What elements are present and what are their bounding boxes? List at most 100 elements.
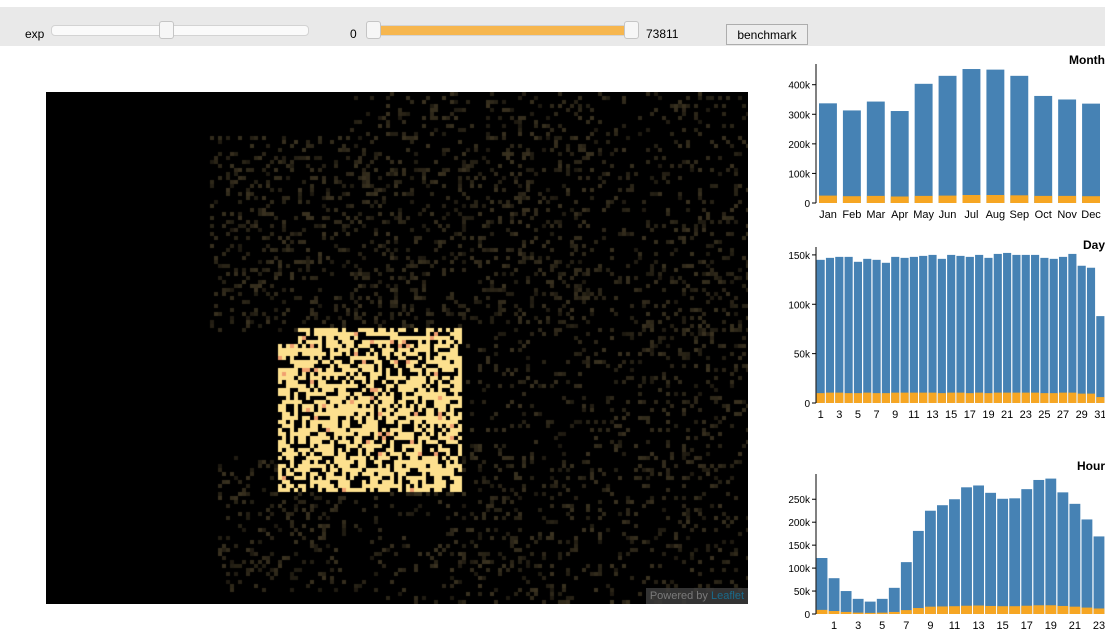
bar-selected[interactable] <box>1045 605 1057 614</box>
bar-total[interactable] <box>949 499 960 614</box>
map-view[interactable]: Powered by Leaflet <box>46 92 748 604</box>
range-slider-min-handle[interactable] <box>366 21 381 39</box>
bar-total[interactable] <box>919 255 928 403</box>
bar-total[interactable] <box>937 505 948 614</box>
bar-selected[interactable] <box>1058 392 1068 403</box>
bar-total[interactable] <box>888 587 900 614</box>
bar-selected[interactable] <box>1033 605 1045 614</box>
bar-selected[interactable] <box>900 392 909 403</box>
bar-total[interactable] <box>986 69 1005 204</box>
bar-selected[interactable] <box>853 393 863 403</box>
bar-selected[interactable] <box>819 195 837 203</box>
bar-selected[interactable] <box>1069 606 1081 614</box>
bar-total[interactable] <box>1058 99 1077 203</box>
bar-selected[interactable] <box>866 195 885 203</box>
bar-selected[interactable] <box>1086 393 1096 403</box>
bar-total[interactable] <box>1093 536 1105 614</box>
bar-selected[interactable] <box>947 392 956 403</box>
bar-total[interactable] <box>956 255 965 403</box>
bar-total[interactable] <box>1040 257 1049 403</box>
bar-total[interactable] <box>962 69 981 203</box>
bar-total[interactable] <box>909 256 918 403</box>
bar-total[interactable] <box>825 257 835 403</box>
bar-total[interactable] <box>1069 503 1081 614</box>
bar-selected[interactable] <box>914 195 933 203</box>
bar-selected[interactable] <box>937 606 948 614</box>
bar-total[interactable] <box>863 258 872 403</box>
bar-selected[interactable] <box>1096 397 1105 403</box>
bar-total[interactable] <box>965 256 974 403</box>
bar-total[interactable] <box>1049 258 1058 403</box>
bar-total[interactable] <box>1068 253 1077 403</box>
bar-total[interactable] <box>924 510 936 614</box>
bar-selected[interactable] <box>975 392 984 403</box>
bar-selected[interactable] <box>1049 393 1058 403</box>
bar-total[interactable] <box>973 485 984 614</box>
bar-total[interactable] <box>1057 492 1069 614</box>
bar-selected[interactable] <box>1009 606 1021 614</box>
bar-total[interactable] <box>816 558 828 614</box>
bar-total[interactable] <box>872 259 881 403</box>
bar-selected[interactable] <box>919 392 928 403</box>
bar-selected[interactable] <box>872 393 881 403</box>
bar-selected[interactable] <box>828 611 840 614</box>
bar-selected[interactable] <box>912 608 924 614</box>
bar-total[interactable] <box>881 262 890 403</box>
bar-selected[interactable] <box>835 392 844 403</box>
bar-selected[interactable] <box>900 610 912 614</box>
bar-selected[interactable] <box>1058 195 1077 203</box>
bar-selected[interactable] <box>962 195 981 203</box>
bar-selected[interactable] <box>891 392 900 403</box>
bar-total[interactable] <box>844 256 853 403</box>
bar-total[interactable] <box>816 259 825 403</box>
bar-total[interactable] <box>1034 95 1053 203</box>
bar-total[interactable] <box>997 498 1009 614</box>
exp-slider-handle[interactable] <box>159 21 175 39</box>
bar-total[interactable] <box>900 562 912 614</box>
bar-total[interactable] <box>1012 254 1021 403</box>
bar-selected[interactable] <box>924 606 936 614</box>
bar-selected[interactable] <box>842 196 861 203</box>
bar-total[interactable] <box>993 253 1002 403</box>
bar-selected[interactable] <box>816 393 825 403</box>
bar-selected[interactable] <box>928 392 937 403</box>
bar-selected[interactable] <box>863 392 872 403</box>
bar-selected[interactable] <box>844 393 853 403</box>
bar-selected[interactable] <box>1082 196 1100 203</box>
bar-total[interactable] <box>961 487 972 614</box>
bar-selected[interactable] <box>1021 605 1033 614</box>
bar-total[interactable] <box>1021 254 1030 403</box>
bar-total[interactable] <box>928 254 937 403</box>
bar-total[interactable] <box>1081 519 1093 614</box>
bar-total[interactable] <box>1009 498 1021 614</box>
bar-selected[interactable] <box>1031 392 1040 403</box>
bar-selected[interactable] <box>909 392 918 403</box>
bar-total[interactable] <box>828 578 840 614</box>
bar-total[interactable] <box>876 598 888 614</box>
bar-selected[interactable] <box>1034 195 1053 203</box>
bar-selected[interactable] <box>876 612 888 614</box>
bar-total[interactable] <box>1096 316 1105 403</box>
bar-selected[interactable] <box>864 612 876 614</box>
bar-selected[interactable] <box>956 392 965 403</box>
bar-total[interactable] <box>840 591 852 614</box>
bar-total[interactable] <box>1021 489 1033 614</box>
bar-total[interactable] <box>1033 479 1045 614</box>
bar-selected[interactable] <box>816 609 828 614</box>
bar-total[interactable] <box>900 257 909 403</box>
bar-total[interactable] <box>984 257 993 403</box>
bar-total[interactable] <box>1031 254 1040 403</box>
bar-selected[interactable] <box>949 606 960 614</box>
bar-selected[interactable] <box>961 605 972 614</box>
bar-total[interactable] <box>835 256 844 403</box>
bar-total[interactable] <box>1045 478 1057 614</box>
bar-selected[interactable] <box>986 195 1005 203</box>
bar-total[interactable] <box>842 110 861 203</box>
bar-selected[interactable] <box>1012 392 1021 403</box>
bar-total[interactable] <box>1086 267 1096 403</box>
benchmark-button[interactable]: benchmark <box>726 24 808 45</box>
bar-total[interactable] <box>852 598 864 614</box>
bar-total[interactable] <box>819 103 837 203</box>
